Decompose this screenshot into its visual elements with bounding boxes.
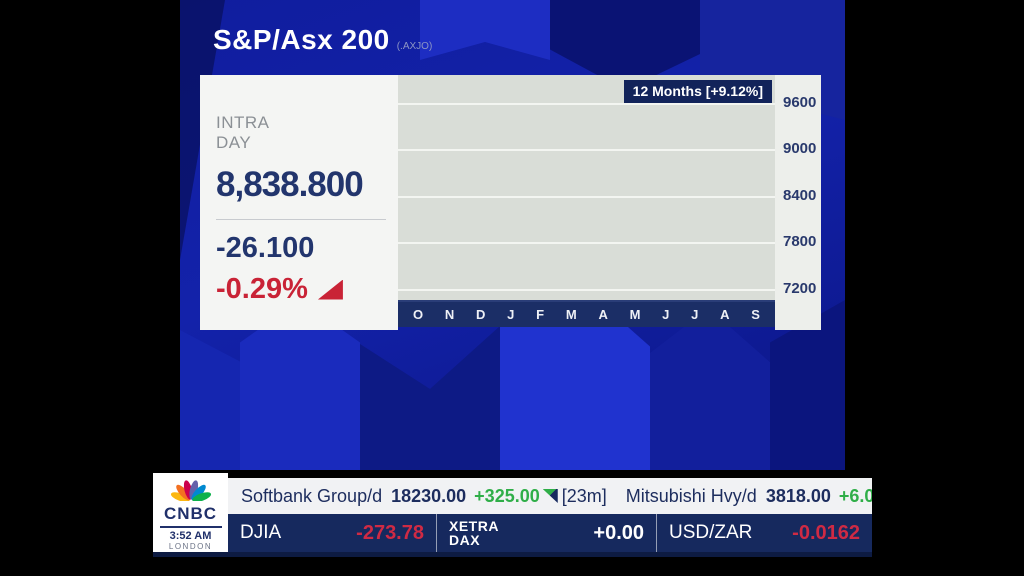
index-name: XETRA DAX bbox=[449, 518, 499, 548]
x-tick: J bbox=[691, 307, 699, 322]
gridline bbox=[398, 196, 775, 198]
divider bbox=[159, 526, 222, 528]
cnbc-logo-box: CNBC 3:52 AM LONDON bbox=[153, 473, 228, 557]
clock-time: 3:52 AM bbox=[169, 530, 212, 542]
period-label: INTRA DAY bbox=[216, 113, 270, 152]
x-tick: J bbox=[662, 307, 670, 322]
y-tick: 9000 bbox=[783, 140, 817, 157]
ticker-delay-tag: [23m] bbox=[561, 485, 607, 506]
x-axis: O N D J F M A M J J A S bbox=[398, 300, 775, 327]
y-axis: 9600 9000 8400 7800 7200 bbox=[775, 75, 821, 330]
index-change: +0.00 bbox=[593, 521, 644, 544]
cnbc-peacock-icon bbox=[170, 480, 211, 503]
network-name: CNBC bbox=[163, 504, 218, 523]
ticker-stock-change: +6.00 bbox=[838, 485, 872, 506]
index-change: -0.0162 bbox=[792, 521, 860, 544]
change-direction-icon bbox=[317, 279, 343, 300]
ticker-segment-dax: XETRA DAX +0.00 bbox=[437, 514, 657, 552]
ticker-stock-name: Mitsubishi Hvy/d bbox=[625, 485, 757, 506]
chart-plot-area: 12 Months [+9.12%] bbox=[398, 75, 775, 300]
index-title-row: S&P/Asx 200 (.AXJO) bbox=[213, 24, 432, 56]
ticker-stock-price: 18230.00 bbox=[391, 485, 467, 506]
index-ticker-row: DJIA -273.78 XETRA DAX +0.00 USD/ZAR -0.… bbox=[228, 514, 872, 552]
stock-ticker-row: Softbank Group/d 18230.00 +325.00 [23m] … bbox=[228, 478, 872, 514]
net-change: -26.100 bbox=[216, 232, 315, 264]
x-tick: N bbox=[444, 307, 455, 322]
ticker-segment-usdzar: USD/ZAR -0.0162 bbox=[657, 514, 872, 552]
x-tick: M bbox=[629, 307, 641, 322]
y-tick: 9600 bbox=[783, 94, 817, 111]
x-tick: O bbox=[413, 307, 424, 322]
x-tick: M bbox=[565, 307, 577, 322]
percent-change: -0.29% bbox=[216, 273, 308, 305]
page-title: S&P/Asx 200 bbox=[213, 24, 390, 55]
range-badge: 12 Months [+9.12%] bbox=[623, 80, 772, 103]
y-tick: 8400 bbox=[783, 187, 817, 204]
gridline bbox=[398, 289, 775, 291]
clock-location: LONDON bbox=[168, 542, 213, 551]
x-tick: J bbox=[507, 307, 515, 322]
x-tick: S bbox=[751, 307, 760, 322]
divider bbox=[216, 219, 386, 220]
gridline bbox=[398, 103, 775, 105]
x-tick: D bbox=[476, 307, 486, 322]
y-tick: 7800 bbox=[783, 233, 817, 250]
gridline bbox=[398, 149, 775, 151]
percent-change-row: -0.29% bbox=[216, 273, 384, 306]
index-change: -273.78 bbox=[356, 521, 424, 544]
broadcast-stage: S&P/Asx 200 (.AXJO) INTRA DAY 8,838.800 -… bbox=[180, 0, 845, 470]
ticker-symbol: (.AXJO) bbox=[396, 41, 433, 52]
background-shape bbox=[420, 0, 550, 60]
ticker-stock-name: Softbank Group/d bbox=[241, 485, 383, 506]
intraday-quote-card: INTRA DAY 8,838.800 -26.100 -0.29% bbox=[200, 75, 398, 330]
ticker-segment-djia: DJIA -273.78 bbox=[228, 514, 437, 552]
x-tick: A bbox=[720, 307, 730, 322]
last-value: 8,838.800 bbox=[216, 165, 364, 204]
ticker-stock-change: +325.00 bbox=[474, 485, 540, 506]
index-name: USD/ZAR bbox=[669, 522, 753, 543]
y-tick: 7200 bbox=[783, 280, 817, 297]
x-tick: F bbox=[536, 307, 545, 322]
change-pennant-icon bbox=[542, 489, 558, 503]
gridline bbox=[398, 242, 775, 244]
ticker-base-strip bbox=[153, 552, 872, 557]
index-name: DJIA bbox=[240, 522, 282, 543]
x-tick: A bbox=[598, 307, 608, 322]
ticker-stock-price: 3818.00 bbox=[765, 485, 831, 506]
